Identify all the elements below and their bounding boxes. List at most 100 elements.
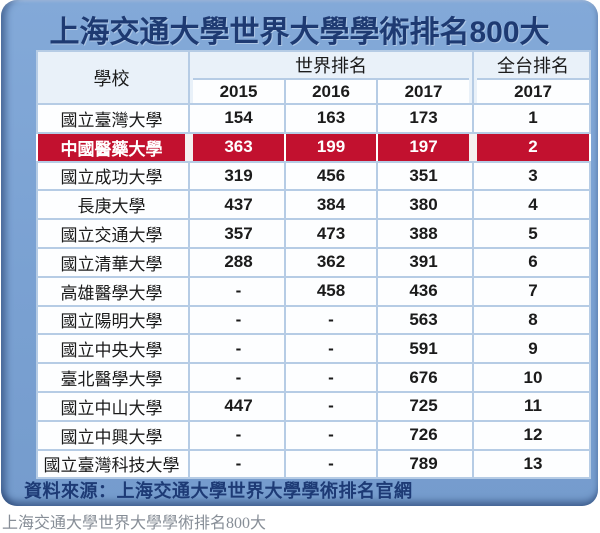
cell-school: 國立臺灣科技大學 [36, 448, 185, 480]
column-gap-spacer [469, 160, 477, 192]
cell-taiwan-2017: 2 [477, 131, 591, 163]
cell-world-2017: 380 [376, 189, 469, 221]
cell-world-2015: 154 [193, 103, 286, 134]
ranking-table-body: 國立臺灣大學 154 163 173 1 中國醫藥大學 363 199 197 2 國立成功大學 31… [36, 103, 591, 480]
table-row: 國立交通大學 357 473 388 5 [36, 218, 591, 249]
cell-world-2017: 676 [376, 362, 469, 393]
column-gap-spacer [185, 218, 193, 249]
cell-world-2017: 726 [376, 419, 469, 451]
column-gap-spacer [469, 189, 477, 221]
column-gap-spacer [185, 131, 193, 163]
cell-taiwan-2017: 8 [477, 304, 591, 336]
cell-taiwan-2017: 13 [477, 448, 591, 480]
cell-school: 國立中央大學 [36, 333, 185, 365]
cell-school: 國立清華大學 [36, 246, 185, 278]
table-row: 中國醫藥大學 363 199 197 2 [36, 131, 591, 163]
year-header-world-2015: 2015 [193, 78, 286, 105]
cell-world-2015: 288 [193, 246, 286, 278]
column-group-taiwan-ranking: 全台排名 [477, 50, 591, 80]
cell-taiwan-2017: 1 [477, 103, 591, 134]
cell-world-2017: 725 [376, 390, 469, 422]
column-group-world-ranking: 世界排名 [193, 50, 469, 80]
cell-taiwan-2017: 4 [477, 189, 591, 221]
cell-taiwan-2017: 6 [477, 246, 591, 278]
table-row: 國立中央大學 - -591 9 [36, 333, 591, 365]
cell-world-2015: - [193, 419, 286, 451]
cell-world-2017: 789 [376, 448, 469, 480]
cell-world-2017: 351 [376, 160, 469, 192]
cell-school: 國立陽明大學 [36, 304, 185, 336]
cell-taiwan-2017: 11 [477, 390, 591, 422]
column-header-school: 學校 [36, 50, 185, 105]
column-group-divider [185, 50, 193, 105]
cell-school: 國立交通大學 [36, 218, 185, 249]
table-row: 高雄醫學大學 -458 436 7 [36, 275, 591, 307]
table-row: 臺北醫學大學 - -676 10 [36, 362, 591, 393]
column-gap-spacer [185, 448, 193, 480]
column-gap-spacer [469, 218, 477, 249]
column-gap-spacer [469, 390, 477, 422]
column-gap-spacer [469, 333, 477, 365]
column-gap-spacer [185, 275, 193, 307]
column-gap-spacer [469, 103, 477, 134]
year-header-taiwan-2017: 2017 [477, 78, 591, 105]
cell-world-2015: - [193, 275, 286, 307]
cell-world-2017: 197 [376, 131, 469, 163]
cell-world-2016: 362 [284, 246, 378, 278]
cell-school: 臺北醫學大學 [36, 362, 185, 393]
cell-taiwan-2017: 5 [477, 218, 591, 249]
cell-school: 國立臺灣大學 [36, 103, 185, 134]
cell-world-2015: - [193, 362, 286, 393]
cell-world-2016: - [284, 333, 378, 365]
year-header-world-2016: 2016 [284, 78, 378, 105]
column-gap-spacer [469, 304, 477, 336]
cell-world-2016: 458 [284, 275, 378, 307]
cell-world-2015: 363 [193, 131, 286, 163]
cell-school: 國立成功大學 [36, 160, 185, 192]
cell-world-2015: - [193, 304, 286, 336]
column-gap-spacer [185, 362, 193, 393]
cell-school: 高雄醫學大學 [36, 275, 185, 307]
cell-taiwan-2017: 7 [477, 275, 591, 307]
table-row: 國立中山大學 447-725 11 [36, 390, 591, 422]
ranking-card: 上海交通大學世界大學學術排名800大 學校 世界排名 全台排名 2015 201… [1, 0, 598, 506]
cell-taiwan-2017: 3 [477, 160, 591, 192]
cell-school: 國立中山大學 [36, 390, 185, 422]
cell-world-2015: - [193, 448, 286, 480]
column-gap-spacer [469, 448, 477, 480]
column-gap-spacer [469, 419, 477, 451]
column-gap-spacer [469, 275, 477, 307]
cell-school: 長庚大學 [36, 189, 185, 221]
cell-world-2016: 473 [284, 218, 378, 249]
cell-world-2017: 173 [376, 103, 469, 134]
table-row: 長庚大學 437 384 380 4 [36, 189, 591, 221]
cell-world-2015: 357 [193, 218, 286, 249]
cell-school: 國立中興大學 [36, 419, 185, 451]
cell-world-2016: - [284, 304, 378, 336]
table-row: 國立臺灣科技大學 - -789 13 [36, 448, 591, 480]
cell-world-2015: 319 [193, 160, 286, 192]
cell-world-2017: 391 [376, 246, 469, 278]
cell-taiwan-2017: 10 [477, 362, 591, 393]
source-note: 資料來源：上海交通大學世界大學學術排名官網 [24, 481, 413, 501]
column-gap-spacer [469, 246, 477, 278]
cell-world-2016: - [284, 390, 378, 422]
cell-world-2016: 456 [284, 160, 378, 192]
cell-taiwan-2017: 12 [477, 419, 591, 451]
column-gap-spacer [469, 362, 477, 393]
cell-world-2016: - [284, 362, 378, 393]
year-header-world-2017: 2017 [376, 78, 469, 105]
page-title: 上海交通大學世界大學學術排名800大 [49, 16, 550, 49]
cell-world-2016: 384 [284, 189, 378, 221]
column-gap-spacer [185, 333, 193, 365]
cell-school: 中國醫藥大學 [36, 131, 185, 163]
column-gap-spacer [185, 189, 193, 221]
column-group-divider [469, 50, 477, 105]
cell-world-2015: 447 [193, 390, 286, 422]
column-gap-spacer [185, 103, 193, 134]
column-gap-spacer [185, 246, 193, 278]
table-row: 國立清華大學 288 362 391 6 [36, 246, 591, 278]
table-row: 國立中興大學 - -726 12 [36, 419, 591, 451]
table-row: 國立成功大學 319 456 351 3 [36, 160, 591, 192]
cell-world-2016: - [284, 419, 378, 451]
